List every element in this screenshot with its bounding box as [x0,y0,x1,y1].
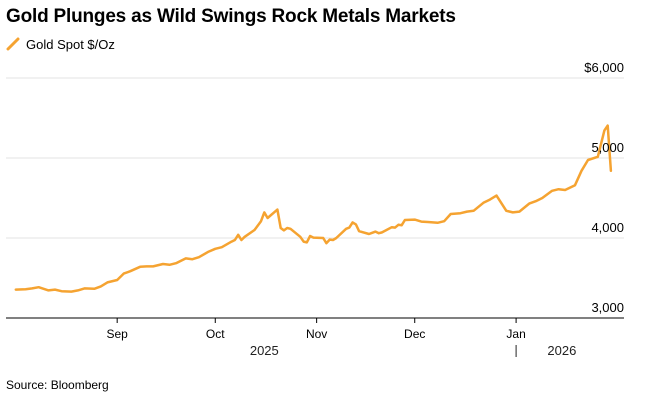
x-tick-label: Nov [306,327,327,341]
legend-swatch-line [6,37,20,51]
x-tick-label: Jan [506,327,525,341]
x-tick-label: Oct [206,327,225,341]
y-tick-label: 4,000 [591,220,624,235]
x-tick-label: Sep [106,327,128,341]
year-label: 2026 [547,343,576,358]
chart-title: Gold Plunges as Wild Swings Rock Metals … [6,6,456,27]
x-tick-label: Dec [404,327,425,341]
series-line-gold-spot [14,124,613,293]
axes [6,317,624,357]
legend-label: Gold Spot $/Oz [26,36,115,52]
year-label: 2025 [250,343,279,358]
tick-labels: $6,000 5,000 4,000 3,000 Sep Oct Nov Dec Jan 2025… [106,60,624,358]
legend-line-icon [6,37,20,51]
series-layer [14,124,613,293]
legend: Gold Spot $/Oz [6,35,115,53]
y-tick-label: $6,000 [584,60,624,75]
source-note: Source: Bloomberg [6,378,109,392]
y-tick-label: 5,000 [591,140,624,155]
y-tick-label: 3,000 [591,300,624,315]
gridlines [6,77,624,239]
